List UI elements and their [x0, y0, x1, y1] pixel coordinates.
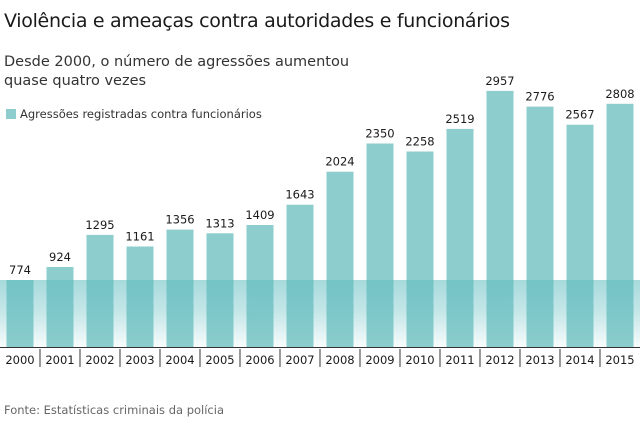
- x-tick-label-2009: 2009: [365, 353, 394, 367]
- x-tick-label-2000: 2000: [5, 353, 34, 367]
- x-tick-label-2006: 2006: [245, 353, 274, 367]
- bar-value-label-2009: 2350: [365, 127, 394, 141]
- x-tick-label-2003: 2003: [125, 353, 154, 367]
- x-tick-label-2002: 2002: [85, 353, 114, 367]
- x-tick-label-2008: 2008: [325, 353, 354, 367]
- bar-value-label-2007: 1643: [285, 188, 314, 202]
- bar-value-label-2005: 1313: [205, 216, 234, 230]
- x-tick-label-2012: 2012: [485, 353, 514, 367]
- x-tick-label-2001: 2001: [45, 353, 74, 367]
- bar-value-label-2012: 2957: [485, 74, 514, 88]
- x-tick-label-2015: 2015: [605, 353, 634, 367]
- x-tick-label-2014: 2014: [565, 353, 594, 367]
- x-tick-label-2010: 2010: [405, 353, 434, 367]
- x-tick-label-2004: 2004: [165, 353, 194, 367]
- x-tick-label-2005: 2005: [205, 353, 234, 367]
- x-tick-label-2007: 2007: [285, 353, 314, 367]
- chart-subtitle: Desde 2000, o número de agressões aument…: [4, 54, 350, 89]
- bar-value-label-2000: 774: [9, 263, 31, 277]
- bar-value-label-2010: 2258: [405, 135, 434, 149]
- bar-value-label-2002: 1295: [85, 218, 114, 232]
- x-tick-label-2011: 2011: [445, 353, 474, 367]
- bar-value-label-2003: 1161: [125, 230, 154, 244]
- bar-value-label-2014: 2567: [565, 108, 594, 122]
- bar-value-label-2008: 2024: [325, 155, 354, 169]
- x-tick-label-2013: 2013: [525, 353, 554, 367]
- baseline-band: [0, 280, 640, 347]
- bar-value-label-2001: 924: [49, 250, 71, 264]
- bar-value-label-2015: 2808: [605, 87, 634, 101]
- bar-value-label-2004: 1356: [165, 213, 194, 227]
- legend-label: Agressões registradas contra funcionário…: [20, 107, 262, 121]
- chart-title: Violência e ameaças contra autoridades e…: [4, 10, 510, 32]
- legend-swatch: [6, 109, 16, 119]
- bar-value-label-2006: 1409: [245, 208, 274, 222]
- bar-value-label-2011: 2519: [445, 112, 474, 126]
- source-note: Fonte: Estatísticas criminais da polícia: [4, 403, 224, 417]
- bar-value-label-2013: 2776: [525, 90, 554, 104]
- legend: Agressões registradas contra funcionário…: [6, 107, 262, 121]
